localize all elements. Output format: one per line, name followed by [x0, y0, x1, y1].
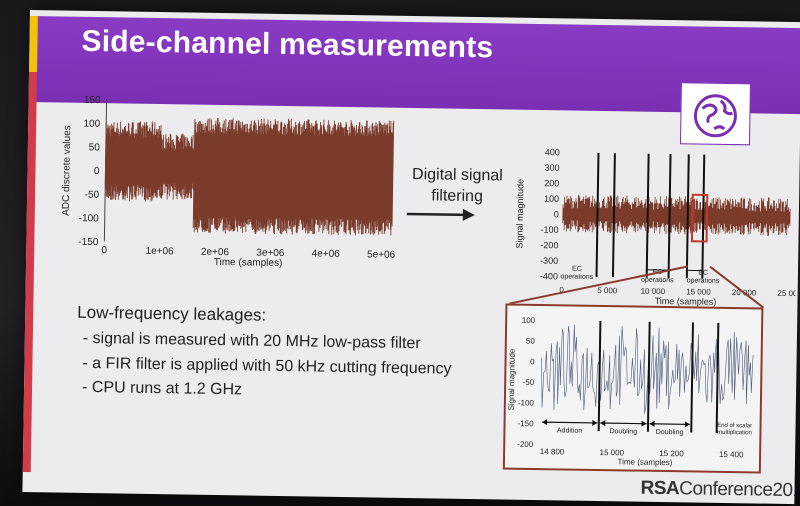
annotation-label: multiplication [717, 430, 752, 437]
y-tick-label: 200 [544, 178, 559, 188]
span-arrow [600, 422, 647, 425]
y-tick-label: 50 [526, 336, 536, 345]
x-tick-label: 14 800 [540, 447, 565, 456]
y-tick-label: -150 [78, 237, 99, 248]
y-tick-label: 150 [84, 95, 101, 106]
x-tick-label: 15 000 [686, 287, 711, 296]
x-tick-label: 2e+06 [201, 247, 230, 258]
annotation-label: Doubling [609, 428, 637, 435]
y-tick-label: -50 [85, 190, 100, 201]
y-tick-label: 400 [545, 147, 560, 157]
brand-right: Conference2016 [679, 478, 800, 502]
arrow-head [592, 419, 598, 426]
x-tick-label: 15 200 [659, 449, 684, 458]
arrow-label-line2: filtering [431, 187, 484, 206]
x-tick-label: 10 000 [641, 287, 666, 296]
x-tick-label: 5 000 [597, 286, 618, 295]
y-tick-label: 100 [522, 316, 536, 325]
x-tick-label: 3e+06 [256, 248, 285, 259]
x-tick-label: 5e+06 [367, 249, 396, 260]
bullet-item: - signal is measured with 20 MHz low-pas… [82, 329, 421, 353]
y-tick-label: 100 [544, 194, 559, 204]
y-axis-label: ADC discrete values [61, 125, 73, 216]
y-tick-label: -400 [540, 271, 558, 281]
operation-boundary [645, 153, 650, 278]
slide-title: Side-channel measurements [81, 24, 494, 65]
zoomed-signal-chart: 100 50 0 -50 -100 -150 -200 14 800 15 000 15 200 1… [507, 316, 754, 467]
operation-boundary [715, 322, 720, 433]
x-tick-label: 25 000 [777, 289, 798, 298]
signal-trace [541, 324, 754, 414]
conference-logo: RSAConference2016 [640, 478, 800, 503]
arrow-head [600, 420, 606, 427]
y-tick-label: -100 [541, 225, 559, 235]
y-tick-label: 0 [530, 357, 535, 366]
y-tick-label: 0 [554, 209, 559, 219]
x-tick-label: 0 [101, 245, 107, 256]
y-tick-label: -50 [523, 378, 535, 387]
bullet-item: - CPU runs at 1.2 GHz [81, 378, 243, 399]
operation-boundary [685, 154, 690, 279]
x-tick-label: 1e+06 [145, 246, 174, 257]
signal-trace [104, 118, 395, 236]
y-tick-label: 100 [83, 119, 100, 130]
y-tick-label: 50 [89, 142, 101, 153]
span-arrow [649, 423, 690, 426]
arrow-label-line1: Digital signal [411, 166, 503, 185]
annotation-label: operations [687, 277, 720, 285]
y-tick-label: -100 [79, 213, 100, 224]
y-tick-label: -300 [540, 256, 558, 266]
arrow-head [542, 419, 548, 426]
bullet-item: - a FIR filter is applied with 50 kHz cu… [82, 354, 452, 378]
zoom-region [690, 193, 709, 243]
x-axis-label: Time (samples) [617, 457, 672, 467]
zoom-inset-frame: 100 50 0 -50 -100 -150 -200 14 800 15 000 15 200 1… [502, 303, 764, 474]
leakage-heading: Low-frequency leakages: [77, 302, 267, 325]
y-tick-label: -200 [517, 440, 534, 449]
arrow-head [684, 421, 690, 428]
annotation-label: operations [560, 273, 593, 281]
arrow-head [649, 420, 655, 427]
x-tick-label: 15 000 [599, 448, 624, 457]
x-axis-label: Time (samples) [214, 257, 283, 269]
y-tick-label: 0 [94, 166, 100, 177]
y-axis-label: Signal magnitude [507, 348, 517, 411]
globe-icon [679, 82, 751, 146]
operation-boundary [690, 322, 694, 433]
y-axis-label: Signal magnitude [514, 179, 525, 249]
zoom-connector [509, 265, 765, 309]
y-tick-label: -150 [517, 419, 534, 428]
annotation-label: End of scalar [717, 423, 752, 430]
y-tick-label: 300 [544, 163, 559, 173]
slide: Side-channel measurements 150 100 50 0 -50 -1… [22, 10, 800, 505]
operation-boundary [595, 152, 600, 277]
operation-boundary [597, 320, 602, 432]
operation-boundary [667, 154, 672, 279]
operation-boundary [611, 153, 616, 278]
annotation-label: operations [641, 277, 674, 285]
filter-arrow-label: Digital signal filtering [407, 164, 508, 208]
operation-boundary [701, 154, 706, 279]
x-tick-label: 0 [559, 285, 564, 294]
y-tick-label: -200 [540, 240, 558, 250]
operation-boundary [646, 321, 651, 432]
x-axis-label: Time (samples) [655, 296, 717, 307]
span-arrow [542, 421, 598, 424]
brand-left: RSA [640, 477, 680, 500]
annotation-label: EC [572, 266, 582, 273]
x-tick-label: 4e+06 [312, 248, 341, 259]
annotation-label: EC [698, 270, 708, 277]
x-tick-label: 15 400 [719, 450, 744, 459]
y-tick-label: -100 [518, 398, 535, 407]
accent-stripe-yellow [29, 15, 38, 73]
right-arrow-icon [406, 208, 475, 221]
annotation-label: Doubling [656, 429, 684, 436]
annotation-label: Addition [557, 427, 583, 434]
arrow-head [641, 420, 647, 427]
